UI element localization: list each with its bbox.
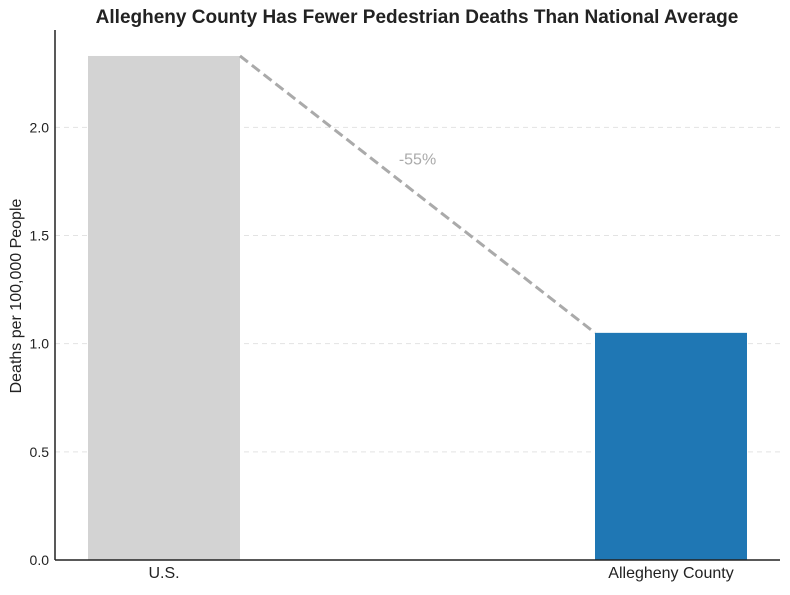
y-tick-label: 2.0 — [30, 119, 50, 135]
connector-line — [239, 54, 596, 335]
bar-0 — [88, 55, 240, 561]
annotation-label: -55% — [399, 151, 436, 168]
y-tick-label: 0.0 — [30, 552, 50, 568]
y-tick-label: 1.0 — [30, 336, 50, 352]
chart-title: Allegheny County Has Fewer Pedestrian De… — [96, 7, 739, 28]
x-tick-label: U.S. — [148, 565, 179, 582]
x-tick-label: Allegheny County — [608, 565, 733, 582]
y-axis-label: Deaths per 100,000 People — [8, 198, 25, 393]
y-tick-label: 1.5 — [30, 228, 50, 244]
bar-1 — [595, 332, 747, 560]
y-tick-label: 0.5 — [30, 444, 50, 460]
